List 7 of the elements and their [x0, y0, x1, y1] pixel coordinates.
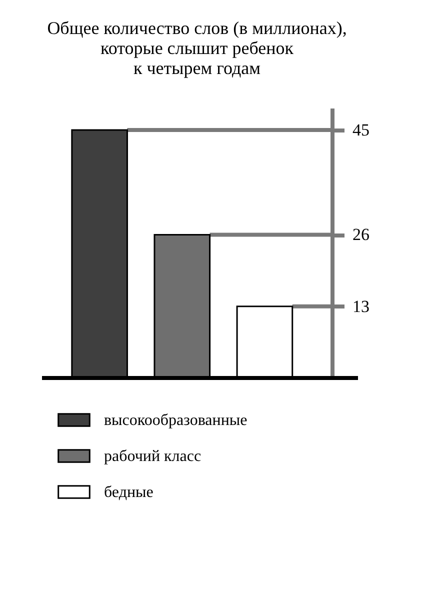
chart-title: Общее количество слов (в миллионах), которые слышит ребенок к четырем годам: [47, 18, 347, 78]
y-tick-label: 13: [352, 296, 370, 316]
y-tick-label: 26: [352, 225, 370, 244]
legend-label: бедные: [104, 484, 154, 501]
y-tick-label: 45: [352, 120, 370, 140]
legend-label: высокообразованные: [104, 412, 248, 429]
legend-label: рабочий класс: [104, 448, 202, 465]
